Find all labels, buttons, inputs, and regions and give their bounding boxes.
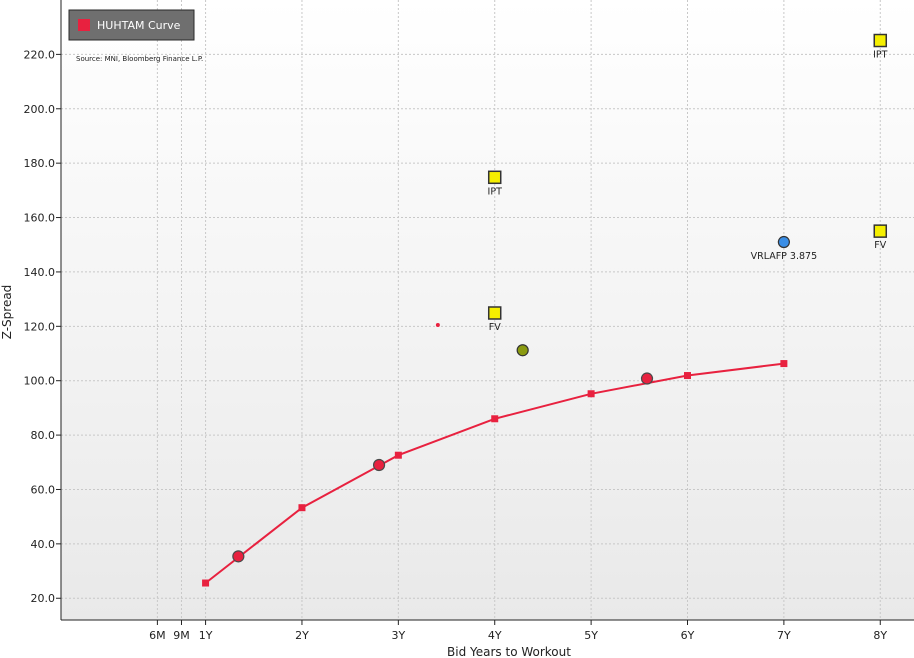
bond-point — [232, 550, 245, 563]
bond-point — [372, 458, 386, 472]
source-note: Source: MNI, Bloomberg Finance L.P. — [76, 55, 203, 63]
x-tick-label: 3Y — [391, 629, 405, 642]
marker-label: VRLAFP 3.875 — [751, 251, 818, 262]
y-tick-label: 220.0 — [24, 48, 56, 61]
y-tick-label: 100.0 — [24, 375, 56, 388]
curve-point — [298, 504, 306, 512]
y-tick-label: 20.0 — [31, 592, 56, 605]
curve-point — [491, 415, 499, 423]
legend: HUHTAM Curve — [68, 9, 195, 41]
x-tick-label: 1Y — [199, 629, 213, 642]
grid — [61, 0, 914, 620]
x-tick-label: 2Y — [295, 629, 309, 642]
marker-label: FV — [874, 240, 886, 251]
x-axis-title: Bid Years to Workout — [447, 645, 571, 658]
y-tick-label: 40.0 — [31, 538, 56, 551]
marker-label: IPT — [873, 50, 888, 61]
small-point — [435, 322, 440, 327]
square-marker — [873, 224, 888, 238]
curve-point — [683, 372, 691, 380]
y-tick-label: 200.0 — [24, 103, 56, 116]
y-tick-label: 160.0 — [24, 212, 56, 225]
marker-label: IPT — [488, 186, 503, 197]
y-tick-label: 60.0 — [31, 483, 56, 496]
circle-marker — [516, 344, 529, 357]
square-marker — [873, 33, 888, 48]
curve-point — [394, 451, 402, 459]
square-marker — [487, 306, 502, 320]
square-marker — [487, 170, 502, 185]
bond-point — [640, 372, 654, 385]
legend-swatch — [78, 19, 90, 31]
y-axis-ticks: 20.0 40.0 60.0 80.0 100.0 120.0 140.0 160.0 180.… — [24, 48, 61, 605]
x-tick-label: 6Y — [681, 629, 695, 642]
x-tick-label: 7Y — [777, 629, 791, 642]
x-tick-label: 4Y — [488, 629, 502, 642]
y-axis-title: Z-Spread — [0, 285, 14, 340]
marker-label: FV — [489, 322, 501, 333]
y-tick-label: 120.0 — [24, 320, 56, 333]
x-tick-label: 6M — [149, 629, 166, 642]
bond-markers: IPT FV IPT FV VRLAFP 3.875 — [232, 33, 888, 563]
curve-point — [202, 579, 210, 587]
curve-point — [587, 390, 595, 398]
x-tick-label: 9M — [173, 629, 190, 642]
curve-point — [780, 360, 788, 368]
curve-series — [202, 360, 788, 587]
x-tick-label: 8Y — [873, 629, 887, 642]
circle-marker — [777, 235, 790, 249]
plot-background — [61, 0, 914, 620]
y-tick-label: 140.0 — [24, 266, 56, 279]
legend-label: HUHTAM Curve — [97, 19, 181, 32]
x-tick-label: 5Y — [584, 629, 598, 642]
x-axis-ticks: 6M 9M 1Y 2Y 3Y 4Y 5Y 6Y 7Y 8Y — [149, 620, 887, 642]
y-tick-label: 80.0 — [31, 429, 56, 442]
y-tick-label: 180.0 — [24, 157, 56, 170]
